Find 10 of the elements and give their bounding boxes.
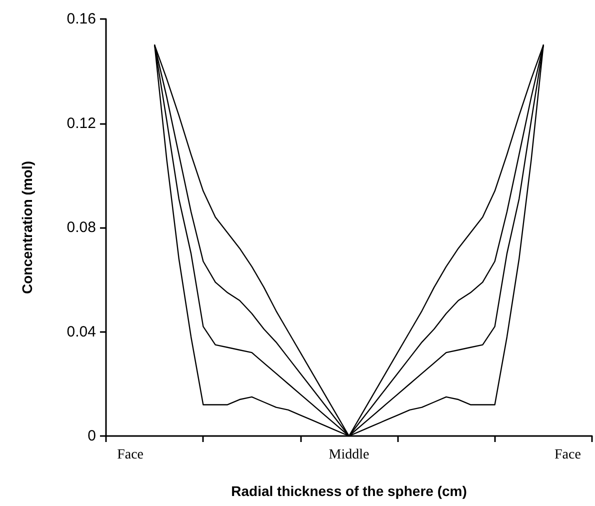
x-axis-title: Radial thickness of the sphere (cm) <box>231 483 467 499</box>
y-tick-label: 0.16 <box>66 10 96 28</box>
y-tick-label: 0.12 <box>66 114 96 132</box>
y-tick-label: 0.04 <box>66 323 96 340</box>
x-tick-label: Face <box>554 448 581 462</box>
x-tick-label: Face <box>117 448 144 462</box>
x-tick-label: Middle <box>328 448 370 462</box>
y-axis-title: Concentration (mol) <box>19 161 35 294</box>
y-tick-label: 0.08 <box>66 219 96 236</box>
y-tick-label: 0 <box>88 428 96 444</box>
